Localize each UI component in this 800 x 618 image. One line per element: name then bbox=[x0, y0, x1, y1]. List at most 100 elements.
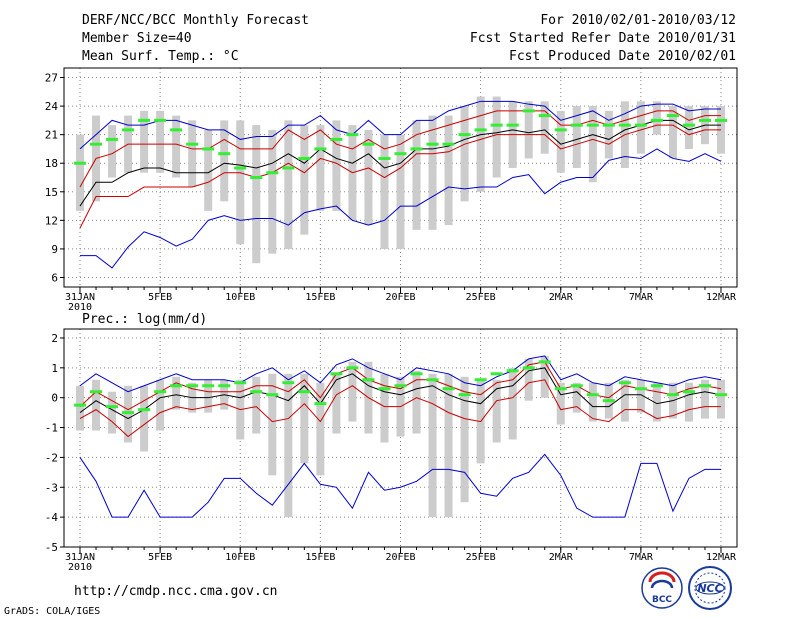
temp-forecast-marker bbox=[122, 128, 135, 132]
temp-forecast-marker bbox=[250, 176, 263, 179]
footer-url[interactable]: http://cmdp.ncc.cma.gov.cn bbox=[74, 584, 278, 599]
temp-spread-bar bbox=[316, 125, 325, 211]
temp-forecast-marker bbox=[362, 142, 375, 146]
temp-forecast-marker bbox=[410, 147, 423, 151]
temp-spread-bar bbox=[284, 120, 293, 249]
prec-x-tick-label: 20FEB bbox=[385, 552, 415, 563]
prec-spread-bar bbox=[620, 379, 629, 422]
temp-forecast-marker bbox=[538, 114, 551, 118]
prec-x-tick-label: 7MAR bbox=[629, 552, 654, 563]
temp-spread-bar bbox=[220, 120, 229, 202]
temp-mean-line bbox=[79, 119, 721, 207]
temp-spread-bar bbox=[380, 134, 389, 249]
temp-upper-line bbox=[79, 110, 721, 188]
prec-min-line bbox=[79, 453, 721, 518]
temp-spread-bar bbox=[540, 101, 549, 154]
prec-spread-bar bbox=[108, 391, 117, 434]
prec-forecast-marker bbox=[410, 372, 423, 376]
temp-spread-bar bbox=[236, 120, 245, 245]
temp-spread-bar bbox=[204, 129, 213, 211]
temp-spread-bar bbox=[604, 110, 613, 159]
prec-forecast-marker bbox=[682, 390, 695, 394]
temp-forecast-marker bbox=[298, 156, 311, 160]
temp-y-tick-label: 9 bbox=[51, 243, 58, 256]
temp-forecast-marker bbox=[458, 133, 471, 137]
prec-forecast-marker bbox=[634, 387, 647, 391]
temp-forecast-marker bbox=[618, 123, 631, 127]
prec-y-tick-label: -5 bbox=[45, 541, 58, 554]
prec-y-tick-label: -2 bbox=[45, 451, 58, 464]
prec-forecast-marker bbox=[362, 378, 375, 382]
temp-forecast-marker bbox=[634, 123, 647, 127]
temp-forecast-marker bbox=[490, 123, 503, 127]
prec-spread-bar bbox=[380, 373, 389, 443]
precip-variable-label: Prec.: log(mm/d) bbox=[82, 312, 207, 327]
temp-forecast-marker bbox=[682, 123, 695, 127]
prec-spread-bar bbox=[316, 382, 325, 476]
temp-spread-bar bbox=[524, 101, 533, 159]
temp-y-tick-label: 6 bbox=[51, 271, 58, 284]
temp-forecast-marker bbox=[394, 152, 407, 156]
temp-min-line bbox=[80, 148, 722, 269]
temp-forecast-marker bbox=[266, 171, 279, 175]
prec-lower-line bbox=[79, 379, 721, 438]
prec-max-line bbox=[79, 355, 722, 393]
prec-forecast-marker bbox=[314, 402, 327, 406]
prec-forecast-marker bbox=[106, 405, 119, 409]
prec-forecast-marker bbox=[570, 384, 583, 388]
prec-spread-bar bbox=[412, 370, 421, 434]
temp-spread-bar bbox=[156, 110, 165, 173]
prec-forecast-marker bbox=[538, 360, 551, 364]
prec-y-tick-label: -1 bbox=[45, 422, 58, 435]
prec-forecast-marker bbox=[250, 390, 263, 394]
prec-spread-bar bbox=[332, 373, 341, 434]
temp-y-tick-label: 18 bbox=[45, 157, 58, 170]
prec-forecast-marker bbox=[330, 372, 343, 376]
temp-x-tick-label: 2MAR bbox=[549, 292, 574, 303]
prec-forecast-marker bbox=[442, 387, 455, 391]
produced-date: Fcst Produced Date 2010/02/01 bbox=[509, 49, 736, 64]
prec-x-tick-label: 31JAN bbox=[65, 552, 95, 563]
grads-credit: GrADS: COLA/IGES bbox=[4, 606, 100, 617]
prec-forecast-marker bbox=[506, 369, 519, 373]
temp-forecast-marker bbox=[346, 133, 359, 137]
prec-forecast-marker bbox=[378, 387, 391, 391]
prec-x-tick-label: 2MAR bbox=[549, 552, 574, 563]
temp-forecast-marker bbox=[218, 152, 231, 156]
temp-y-tick-label: 27 bbox=[45, 72, 58, 85]
temp-spread-bar bbox=[188, 120, 197, 188]
prec-forecast-marker bbox=[218, 384, 231, 388]
temp-x-tick-label: 25FEB bbox=[466, 292, 496, 303]
temp-spread-bar bbox=[268, 129, 277, 254]
prec-forecast-marker bbox=[650, 384, 663, 388]
prec-forecast-marker bbox=[394, 384, 407, 388]
prec-spread-bar bbox=[284, 373, 293, 518]
prec-spread-bar bbox=[76, 385, 84, 431]
prec-forecast-marker bbox=[426, 378, 439, 382]
prec-forecast-marker bbox=[618, 381, 631, 385]
prec-forecast-marker bbox=[586, 393, 599, 397]
temp-spread-bar bbox=[476, 96, 485, 192]
temp-spread-bar bbox=[668, 106, 677, 159]
temp-forecast-marker bbox=[586, 123, 599, 127]
temp-forecast-marker bbox=[474, 128, 487, 132]
temp-spread-bar bbox=[76, 134, 84, 211]
chart-title: DERF/NCC/BCC Monthly Forecast bbox=[82, 13, 309, 28]
prec-mean-line bbox=[79, 367, 722, 420]
temp-max-line bbox=[79, 100, 721, 150]
prec-forecast-marker bbox=[474, 378, 487, 382]
prec-spread-bar bbox=[572, 382, 581, 413]
temp-spread-bar bbox=[556, 110, 565, 173]
temp-forecast-marker bbox=[602, 123, 615, 127]
temp-spread-bar bbox=[172, 115, 181, 178]
temp-forecast-marker bbox=[506, 123, 519, 127]
temp-x-year-label: 2010 bbox=[68, 302, 92, 313]
ncc-logo: NCC bbox=[688, 566, 732, 610]
temp-forecast-marker bbox=[666, 114, 679, 118]
prec-forecast-marker bbox=[298, 390, 311, 394]
prec-spread-bar bbox=[684, 382, 693, 422]
prec-spread-bar bbox=[172, 376, 181, 410]
temp-forecast-marker bbox=[74, 161, 86, 165]
temp-forecast-marker bbox=[715, 118, 727, 122]
